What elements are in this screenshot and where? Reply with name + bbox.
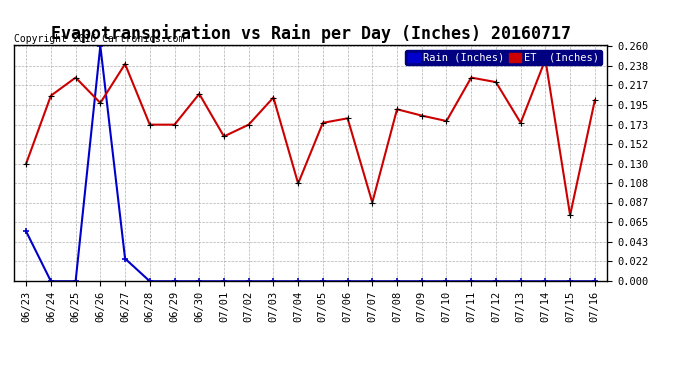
Text: Copyright 2016 Cartronics.com: Copyright 2016 Cartronics.com (14, 34, 185, 44)
Title: Evapotranspiration vs Rain per Day (Inches) 20160717: Evapotranspiration vs Rain per Day (Inch… (50, 24, 571, 44)
Legend: Rain (Inches), ET  (Inches): Rain (Inches), ET (Inches) (405, 50, 602, 65)
